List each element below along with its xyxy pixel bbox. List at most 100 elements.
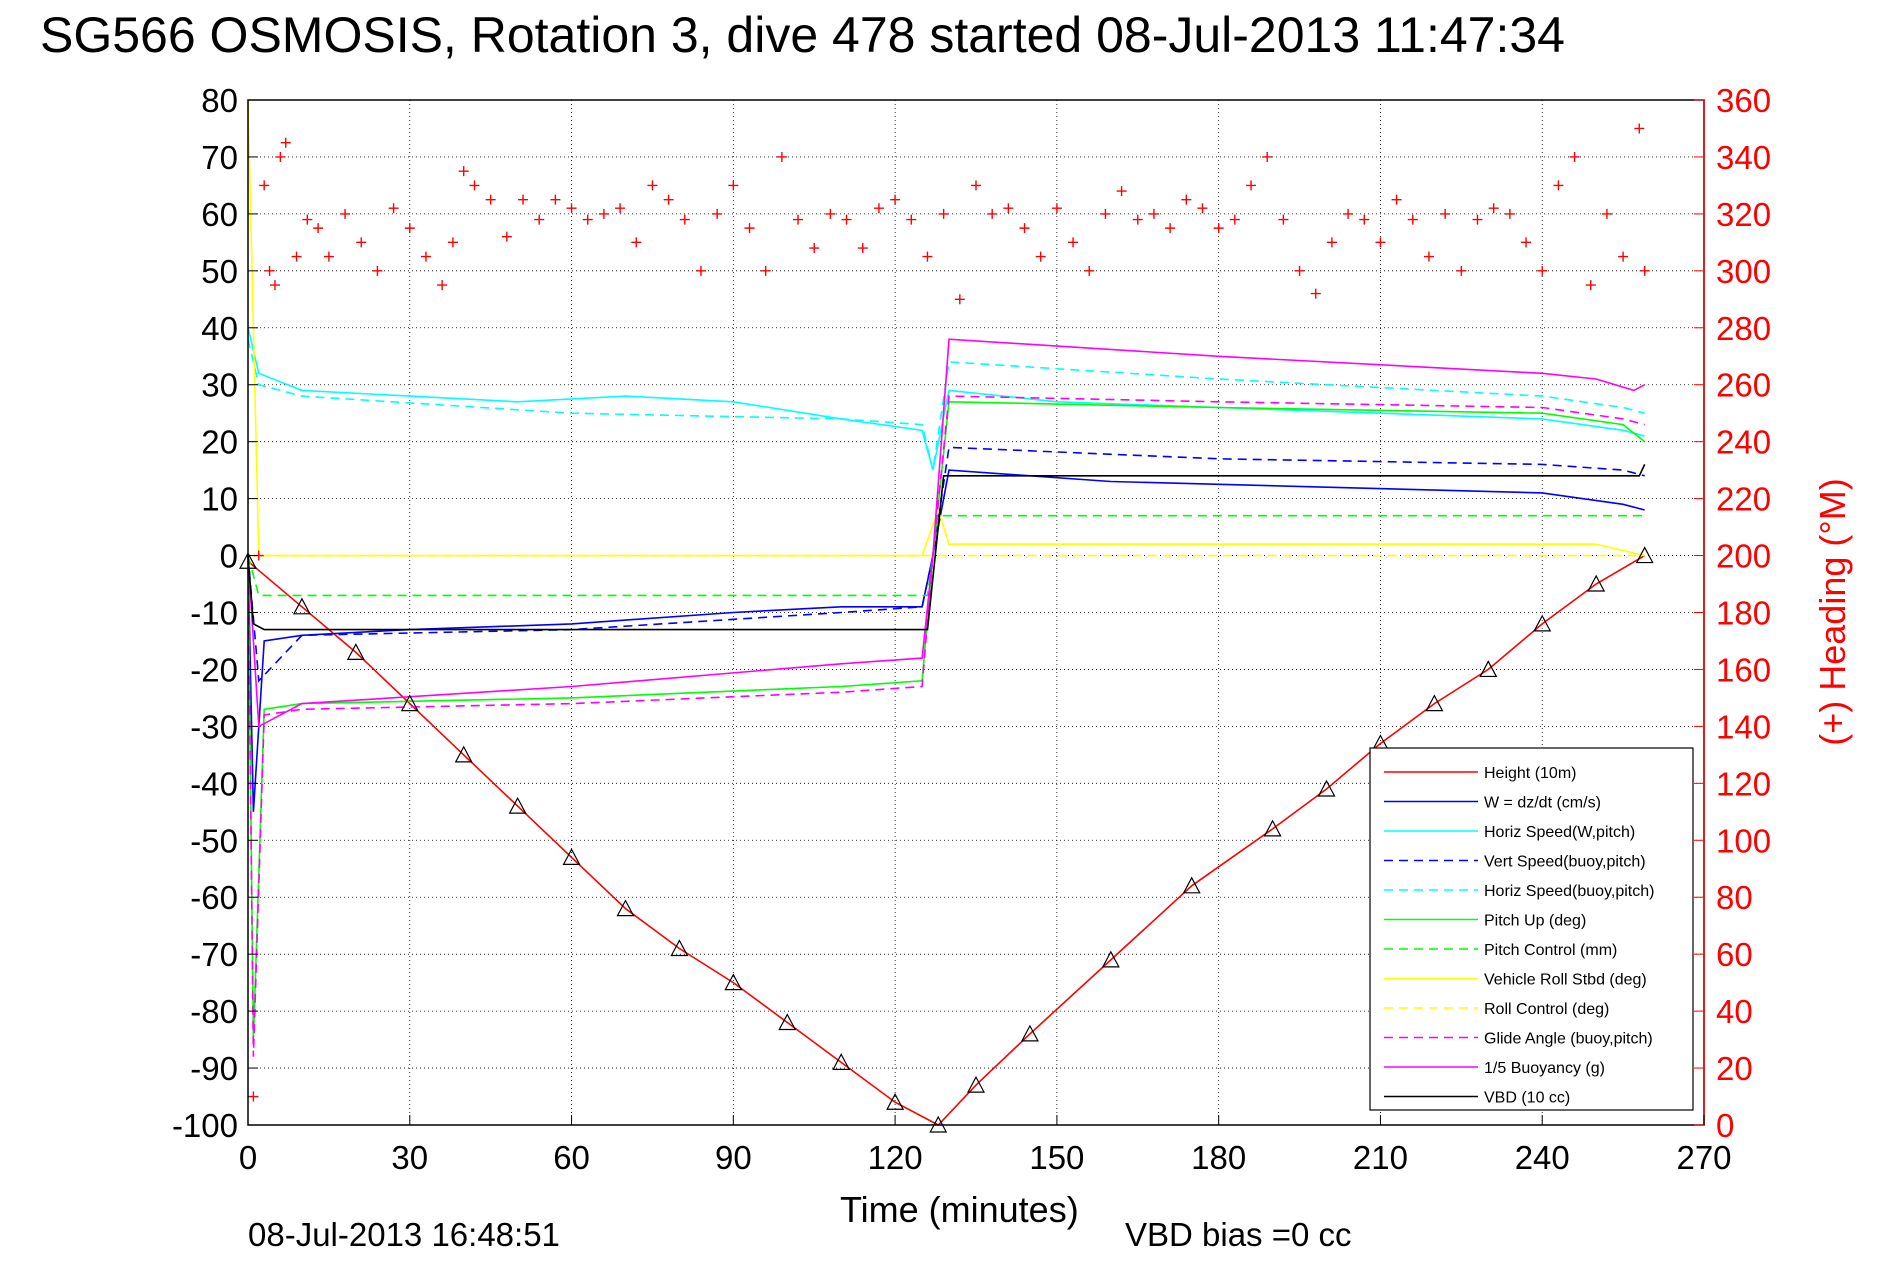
- right-tick-label: 240: [1716, 424, 1771, 461]
- height-marker: [346, 643, 365, 660]
- legend-entry: Glide Angle (buoy,pitch): [1484, 1031, 1653, 1048]
- y-tick-label: 50: [201, 253, 238, 290]
- heading-marker: [302, 214, 313, 225]
- legend-entry: 1/5 Buoyancy (g): [1484, 1060, 1605, 1077]
- right-tick-label: 360: [1716, 82, 1771, 119]
- heading-marker: [987, 208, 998, 219]
- x-tick-label: 180: [1191, 1139, 1246, 1176]
- heading-marker: [744, 223, 755, 234]
- heading-marker: [906, 214, 917, 225]
- heading-marker: [323, 251, 334, 262]
- heading-marker: [1423, 251, 1434, 262]
- height-marker: [1020, 1024, 1039, 1042]
- heading-marker: [1639, 265, 1650, 276]
- heading-marker: [404, 223, 415, 234]
- heading-marker: [647, 180, 658, 191]
- heading-marker: [248, 1091, 259, 1102]
- heading-marker: [1601, 208, 1612, 219]
- heading-marker: [1294, 265, 1305, 276]
- heading-marker: [469, 180, 480, 191]
- right-tick-label: 200: [1716, 538, 1771, 575]
- heading-marker: [1148, 208, 1159, 219]
- legend-entry: Pitch Up (deg): [1484, 913, 1586, 930]
- right-axis-ticks: 3603403203002802602402202001801601401201…: [1694, 82, 1771, 1144]
- heading-marker: [1278, 214, 1289, 225]
- series-line: [247, 327, 1645, 471]
- series-line: [247, 339, 1645, 471]
- heading-marker: [1084, 265, 1095, 276]
- right-tick-label: 40: [1716, 993, 1753, 1030]
- height-marker: [1479, 660, 1498, 678]
- heading-marker: [1537, 265, 1548, 276]
- heading-marker: [275, 151, 286, 162]
- heading-marker: [1132, 214, 1143, 225]
- legend-entry: W = dz/dt (cm/s): [1484, 795, 1601, 812]
- heading-marker: [631, 237, 642, 248]
- heading-marker: [1521, 237, 1532, 248]
- legend-entry: Height (10m): [1484, 765, 1576, 782]
- heading-marker: [269, 280, 280, 291]
- height-marker: [562, 848, 581, 865]
- heading-marker: [1116, 186, 1127, 197]
- heading-marker: [1068, 237, 1079, 248]
- y-tick-label: 80: [201, 82, 238, 119]
- height-marker: [886, 1092, 905, 1110]
- heading-marker: [938, 208, 949, 219]
- y-tick-label: -90: [190, 1050, 238, 1087]
- heading-marker: [259, 180, 270, 191]
- right-tick-label: 80: [1716, 879, 1753, 916]
- x-tick-label: 60: [553, 1139, 590, 1176]
- right-tick-label: 20: [1716, 1050, 1753, 1087]
- series-line: [247, 395, 1645, 1057]
- height-marker: [670, 939, 689, 957]
- height-marker: [778, 1013, 797, 1031]
- height-marker: [967, 1075, 985, 1093]
- heading-marker: [1359, 214, 1370, 225]
- heading-marker: [1181, 194, 1192, 205]
- heading-marker: [1003, 203, 1014, 214]
- heading-marker: [793, 214, 804, 225]
- y-tick-label: -100: [172, 1107, 238, 1144]
- heading-marker: [695, 265, 706, 276]
- height-marker: [1533, 614, 1552, 632]
- right-tick-label: 160: [1716, 651, 1771, 688]
- heading-marker: [1375, 237, 1386, 248]
- heading-marker: [841, 214, 852, 225]
- heading-marker: [340, 208, 351, 219]
- y-tick-label: 30: [201, 367, 238, 404]
- heading-marker: [458, 166, 469, 177]
- heading-marker: [1456, 265, 1467, 276]
- heading-marker: [1229, 214, 1240, 225]
- x-tick-label: 270: [1676, 1139, 1731, 1176]
- right-tick-label: 0: [1716, 1107, 1734, 1144]
- legend-entry: VBD (10 cc): [1484, 1090, 1570, 1107]
- right-tick-label: 60: [1716, 936, 1753, 973]
- height-marker: [454, 745, 473, 763]
- x-tick-label: 30: [391, 1139, 428, 1176]
- heading-marker: [1569, 151, 1580, 162]
- x-axis-ticks: 0 30 60 90 120 150 180 210 240 270: [239, 1115, 1732, 1176]
- heading-marker: [663, 194, 674, 205]
- right-tick-label: 100: [1716, 822, 1771, 859]
- legend-entry: Roll Control (deg): [1484, 1001, 1609, 1018]
- height-marker: [616, 899, 635, 917]
- height-marker: [400, 694, 419, 712]
- heading-marker: [1391, 194, 1402, 205]
- right-tick-label: 280: [1716, 310, 1771, 347]
- heading-marker: [372, 265, 383, 276]
- height-markers: [239, 546, 1654, 1133]
- heading-marker: [582, 214, 593, 225]
- x-tick-label: 120: [868, 1139, 923, 1176]
- heading-marker: [1051, 203, 1062, 214]
- legend: Height (10m) W = dz/dt (cm/s) Horiz Speed(…: [1369, 747, 1694, 1111]
- heading-marker: [485, 194, 496, 205]
- height-marker: [724, 973, 743, 991]
- series-line: [247, 514, 1645, 597]
- y-tick-label: 10: [201, 481, 238, 518]
- heading-marker: [388, 203, 399, 214]
- legend-entry: Horiz Speed(buoy,pitch): [1484, 883, 1654, 900]
- y-tick-label: 40: [201, 310, 238, 347]
- right-tick-label: 340: [1716, 139, 1771, 176]
- x-tick-label: 90: [715, 1139, 752, 1176]
- heading-marker: [264, 265, 275, 276]
